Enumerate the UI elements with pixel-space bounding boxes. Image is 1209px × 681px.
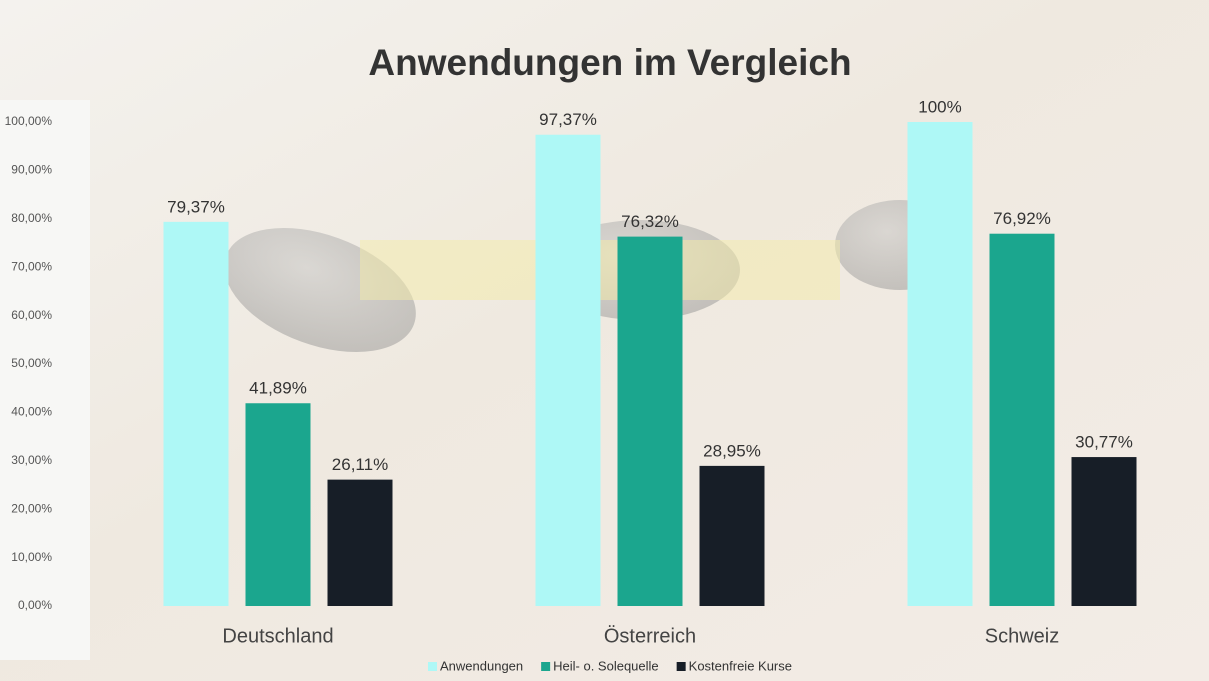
legend-label: Anwendungen [440, 658, 523, 673]
legend-label: Kostenfreie Kurse [689, 658, 792, 673]
bar [700, 466, 765, 606]
chart-title: Anwendungen im Vergleich [368, 42, 851, 83]
data-label: 30,77% [1075, 433, 1133, 452]
legend-swatch [677, 662, 686, 671]
y-tick-label: 30,00% [11, 453, 52, 467]
y-tick-label: 40,00% [11, 405, 52, 419]
x-tick-label: Österreich [604, 625, 696, 647]
y-tick-label: 10,00% [11, 550, 52, 564]
data-label: 76,32% [621, 212, 679, 231]
y-tick-label: 50,00% [11, 356, 52, 370]
data-label: 28,95% [703, 441, 761, 460]
y-tick-label: 20,00% [11, 501, 52, 515]
towel [0, 100, 90, 660]
bar [164, 222, 229, 606]
y-tick-label: 90,00% [11, 163, 52, 177]
data-label: 100% [918, 97, 961, 116]
chart: Anwendungen im Vergleich 0,00% 10,00% 20,0… [0, 0, 1209, 681]
y-tick-label: 60,00% [11, 308, 52, 322]
x-tick-label: Schweiz [985, 625, 1059, 647]
bar [618, 237, 683, 606]
y-tick-label: 0,00% [18, 598, 52, 612]
bar [990, 234, 1055, 606]
legend-swatch [541, 662, 550, 671]
x-tick-label: Deutschland [222, 625, 333, 647]
data-label: 26,11% [332, 455, 388, 474]
data-label: 97,37% [539, 110, 597, 129]
legend-swatch [428, 662, 437, 671]
y-tick-label: 70,00% [11, 259, 52, 273]
bar [1072, 457, 1137, 606]
bar [328, 480, 393, 606]
data-label: 41,89% [249, 379, 307, 398]
y-tick-label: 100,00% [5, 114, 53, 128]
legend-label: Heil- o. Solequelle [553, 658, 659, 673]
bar [536, 135, 601, 606]
data-label: 76,92% [993, 209, 1051, 228]
y-tick-label: 80,00% [11, 211, 52, 225]
data-label: 79,37% [167, 197, 225, 216]
bar [908, 122, 973, 606]
bar [246, 403, 311, 606]
page: Anwendungen im Vergleich 0,00% 10,00% 20,0… [0, 0, 1209, 681]
